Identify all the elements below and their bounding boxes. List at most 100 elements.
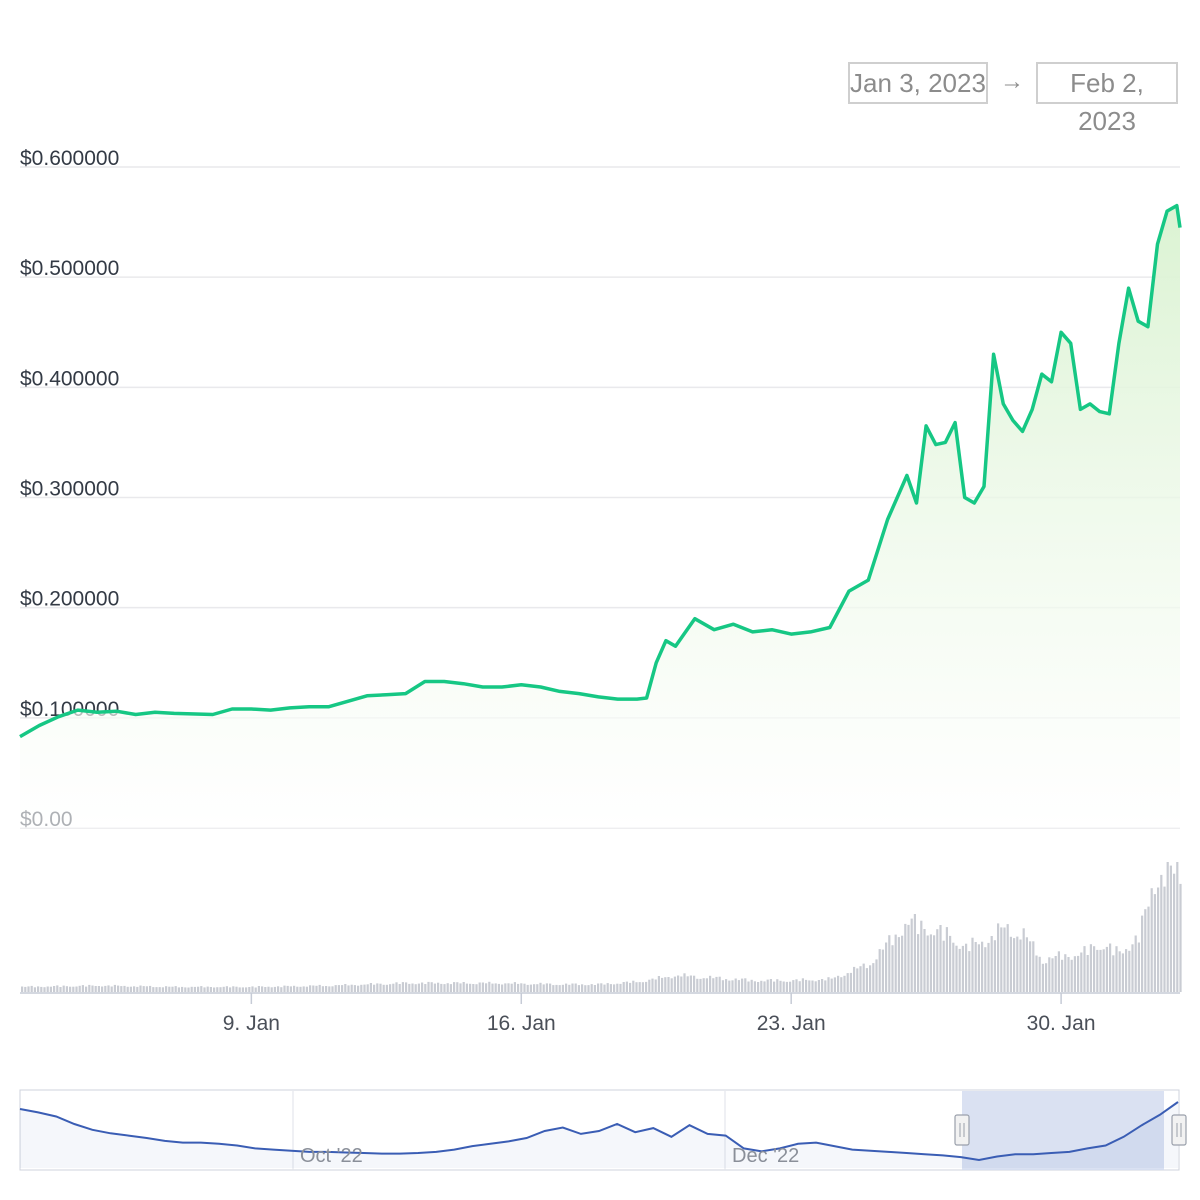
volume-bar <box>734 978 737 992</box>
y-tick-label: $0.200000 <box>20 588 119 611</box>
volume-bar <box>760 980 763 992</box>
volume-bar <box>952 942 955 992</box>
volume-bar <box>411 983 414 992</box>
volume-bar <box>555 984 558 992</box>
navigator-handle-left[interactable] <box>954 1114 970 1146</box>
volume-bar <box>379 983 382 992</box>
volume-bar <box>1077 955 1080 992</box>
volume-bar <box>120 986 123 992</box>
volume-bar <box>593 985 596 992</box>
volume-bar <box>1051 958 1054 992</box>
volume-bar <box>286 985 289 992</box>
volume-bar <box>907 924 910 992</box>
volume-bar <box>587 985 590 992</box>
volume-bar <box>1003 927 1006 992</box>
volume-bar <box>949 935 952 992</box>
volume-bar <box>424 984 427 992</box>
volume-bar <box>1144 909 1147 992</box>
volume-bar <box>1038 956 1041 992</box>
volume-bar <box>1109 943 1112 992</box>
volume-bar <box>392 983 395 992</box>
volume-bar <box>408 983 411 992</box>
volume-bar <box>785 981 788 992</box>
volume-bar <box>401 982 404 992</box>
volume-bar <box>69 986 72 992</box>
volume-bar <box>251 986 254 992</box>
volume-bar <box>363 984 366 992</box>
volume-bar <box>603 984 606 992</box>
volume-bar <box>661 977 664 992</box>
volume-bar <box>443 984 446 992</box>
date-range-end-input[interactable]: Feb 2, 2023 <box>1036 62 1178 136</box>
volume-bar <box>571 983 574 992</box>
volume-bar <box>689 975 692 992</box>
volume-bar <box>1016 936 1019 992</box>
volume-bar <box>328 986 331 992</box>
date-range-start-input[interactable]: Jan 3, 2023 <box>848 62 988 104</box>
volume-bar <box>421 982 424 992</box>
volume-bar <box>475 984 478 992</box>
navigator-area <box>20 1102 1178 1168</box>
volume-bar <box>1128 950 1131 992</box>
volume-bar <box>955 945 958 992</box>
volume-bar <box>1157 887 1160 992</box>
volume-bar <box>206 986 209 992</box>
volume-bar <box>149 985 152 992</box>
volume-bar <box>616 983 619 992</box>
volume-bar <box>485 983 488 992</box>
volume-bar <box>30 985 33 992</box>
volume-bar <box>817 980 820 992</box>
volume-bar <box>155 987 158 992</box>
volume-bar <box>481 982 484 992</box>
volume-bar <box>1141 915 1144 992</box>
volume-bar <box>542 984 545 992</box>
volume-bar <box>1041 963 1044 992</box>
volume-bar <box>309 985 312 992</box>
volume-bar <box>789 981 792 992</box>
x-tick-label: 9. Jan <box>223 1012 280 1035</box>
volume-bar <box>657 976 660 992</box>
volume-bar <box>1115 946 1118 992</box>
volume-bar <box>558 985 561 992</box>
volume-bars <box>21 862 1182 992</box>
volume-bar <box>837 975 840 992</box>
volume-bar <box>1118 951 1121 992</box>
navigator-labels: Oct '22 Dec '22 <box>300 1145 799 1167</box>
volume-bar <box>763 981 766 992</box>
volume-bar <box>321 986 324 992</box>
volume-bar <box>565 983 568 992</box>
volume-bar <box>299 986 302 992</box>
volume-bar <box>942 940 945 992</box>
volume-bar <box>136 986 139 992</box>
x-tick-label: 23. Jan <box>757 1012 826 1035</box>
y-tick-label: $0.400000 <box>20 367 119 390</box>
navigator-handle-right[interactable] <box>1171 1114 1187 1146</box>
price-line <box>19 203 1182 739</box>
volume-bar <box>344 984 347 992</box>
volume-bar <box>123 985 126 992</box>
volume-bar <box>904 923 907 992</box>
volume-bar <box>49 986 52 992</box>
volume-bar <box>389 984 392 992</box>
volume-bar <box>1125 949 1128 992</box>
volume-bar <box>1009 936 1012 992</box>
volume-bar <box>283 985 286 992</box>
volume-bar <box>497 983 500 992</box>
volume-bar <box>72 986 75 992</box>
volume-bar <box>769 979 772 992</box>
volume-bar <box>219 987 222 992</box>
volume-bar <box>939 925 942 992</box>
volume-bar <box>1131 944 1134 992</box>
volume-bar <box>1173 873 1176 992</box>
navigator[interactable]: Oct '22 Dec '22 <box>19 1089 1187 1171</box>
volume-bar <box>840 977 843 992</box>
volume-bar <box>376 983 379 992</box>
volume-bar <box>795 979 798 992</box>
volume-bar <box>849 972 852 992</box>
volume-bar <box>798 981 801 992</box>
volume-bar <box>296 986 299 992</box>
volume-bar <box>209 987 212 992</box>
volume-bar <box>440 983 443 992</box>
volume-bar <box>241 987 244 992</box>
